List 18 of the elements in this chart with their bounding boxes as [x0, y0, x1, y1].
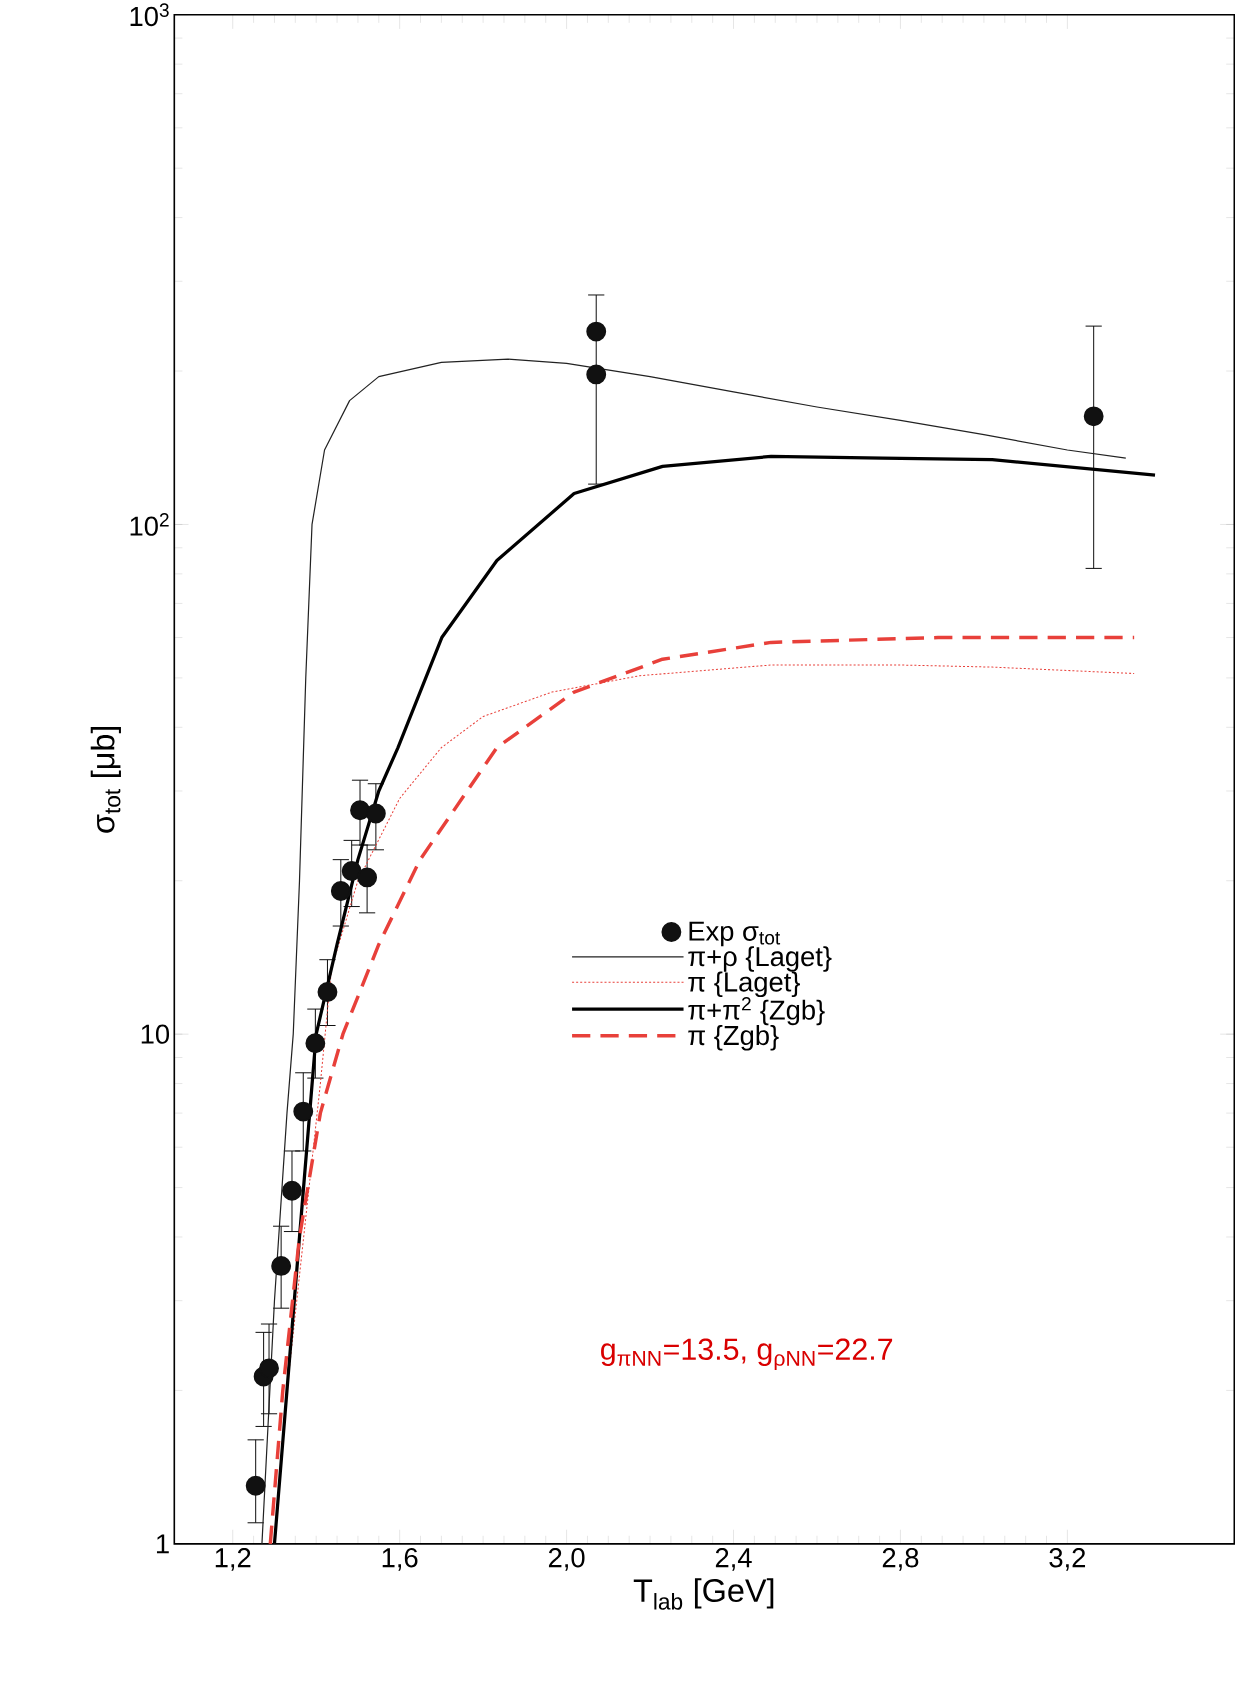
legend-label: Exp σ$_{tot}$: [689, 921, 781, 947]
x-tick-label: 1,6: [382, 1548, 418, 1571]
legend-label: π+π$^{2}$ {Zgb}: [688, 997, 825, 1026]
x-tick-label: 2,8: [882, 1548, 919, 1571]
y-tick-label: 10: [141, 1024, 169, 1044]
x-tick-label: 2,4: [715, 1548, 752, 1571]
legend-label: π {Zgb}: [688, 1025, 779, 1051]
y-tick-label: 1: [156, 1534, 169, 1554]
legend-label: π+ρ {Laget}: [688, 946, 832, 972]
legend-label: π {Laget}: [688, 971, 800, 998]
annotation: g$_{πNN}$=13.5, g$_{ρNN}$=22.7: [601, 1338, 893, 1371]
x-tick-label: 3,2: [1049, 1548, 1085, 1571]
x-axis-title: T$_{lab}$ [GeV]: [633, 1578, 774, 1610]
x-tick-label: 2,0: [548, 1548, 585, 1571]
y-axis-title: σ$_{tot}$ [μb]: [90, 726, 121, 833]
y-tick-label: 10$^{3}$: [130, 3, 169, 27]
x-tick-label: 1,2: [215, 1548, 251, 1571]
y-tick-label: 10$^{2}$: [130, 513, 169, 536]
